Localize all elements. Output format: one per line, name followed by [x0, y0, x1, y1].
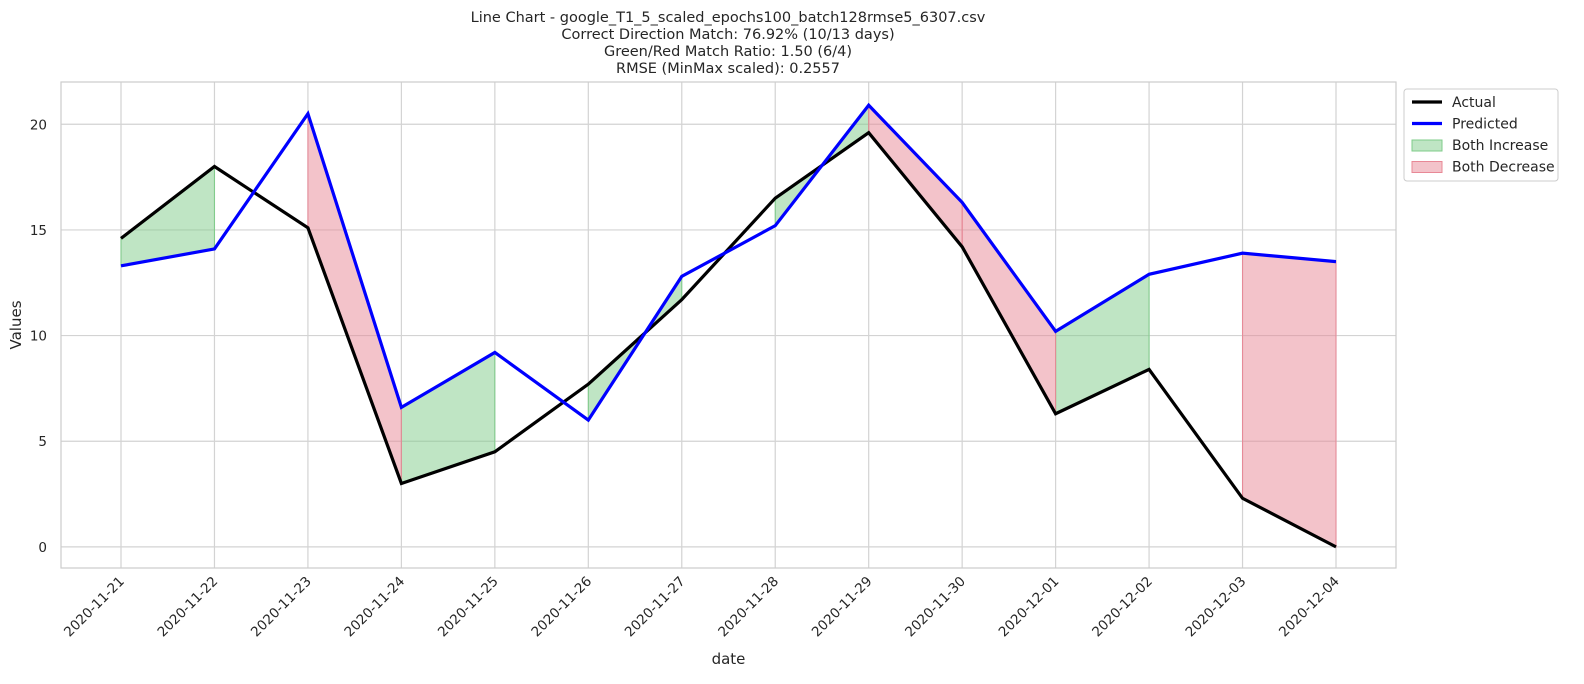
grid-lines: [61, 82, 1396, 568]
both-increase-region: [400, 351, 496, 485]
x-tick-label: 2020-12-01: [996, 574, 1063, 641]
series-lines: [120, 102, 1337, 549]
y-tick-label: 5: [38, 434, 47, 450]
x-tick-label: 2020-11-24: [341, 574, 408, 641]
y-axis-label: Values: [7, 300, 25, 349]
legend-box: [1403, 88, 1559, 182]
y-tick-labels: 0 5 10 15 20: [30, 117, 47, 556]
both-decrease-region: [961, 200, 1057, 416]
title-line: RMSE (MinMax scaled): 0.2557: [616, 61, 840, 77]
legend-label: Both Increase: [1452, 138, 1548, 154]
legend: Actual Predicted Both Increase Both Decreas…: [1403, 88, 1559, 182]
legend-both-decrease-swatch: [1411, 161, 1443, 173]
y-tick-label: 15: [30, 223, 47, 239]
y-tick-label: 20: [30, 117, 47, 133]
legend-label: Both Decrease: [1452, 160, 1555, 176]
legend-label: Predicted: [1452, 117, 1518, 133]
x-tick-label: 2020-12-03: [1183, 574, 1250, 641]
x-tick-label: 2020-11-25: [435, 574, 502, 641]
x-tick-label: 2020-11-27: [622, 574, 689, 641]
x-tick-label: 2020-12-04: [1276, 574, 1343, 641]
both-decrease-region: [1242, 252, 1337, 548]
legend-both-increase-swatch: [1411, 139, 1443, 152]
x-axis-label: date: [712, 650, 746, 668]
fill-regions: [120, 103, 1337, 548]
x-tick-label: 2020-11-22: [154, 574, 221, 641]
x-tick-label: 2020-11-26: [528, 574, 595, 641]
x-tick-label: 2020-11-21: [61, 574, 128, 641]
title-line: Correct Direction Match: 76.92% (10/13 d…: [561, 27, 894, 43]
both-decrease-region: [307, 113, 402, 484]
x-tick-label: 2020-11-28: [715, 574, 782, 641]
x-tick-labels: 2020-11-21 2020-11-22 2020-11-23 2020-11-24…: [61, 574, 1343, 641]
both-decrease-region: [868, 104, 963, 249]
chart-title: Line Chart - google_T1_5_scaled_epochs10…: [471, 10, 986, 77]
x-tick-label: 2020-11-23: [248, 574, 315, 641]
predicted-line: [120, 102, 1337, 423]
x-tick-label: 2020-12-02: [1089, 574, 1156, 641]
y-tick-label: 0: [38, 540, 47, 556]
x-tick-label: 2020-11-29: [809, 574, 876, 641]
x-tick-label: 2020-11-30: [902, 574, 969, 641]
title-line: Line Chart - google_T1_5_scaled_epochs10…: [471, 10, 986, 26]
y-tick-label: 10: [30, 329, 47, 345]
title-line: Green/Red Match Ratio: 1.50 (6/4): [604, 44, 852, 60]
legend-label: Actual: [1452, 95, 1496, 111]
plot-frame: [60, 81, 1397, 569]
actual-line: [120, 130, 1337, 549]
